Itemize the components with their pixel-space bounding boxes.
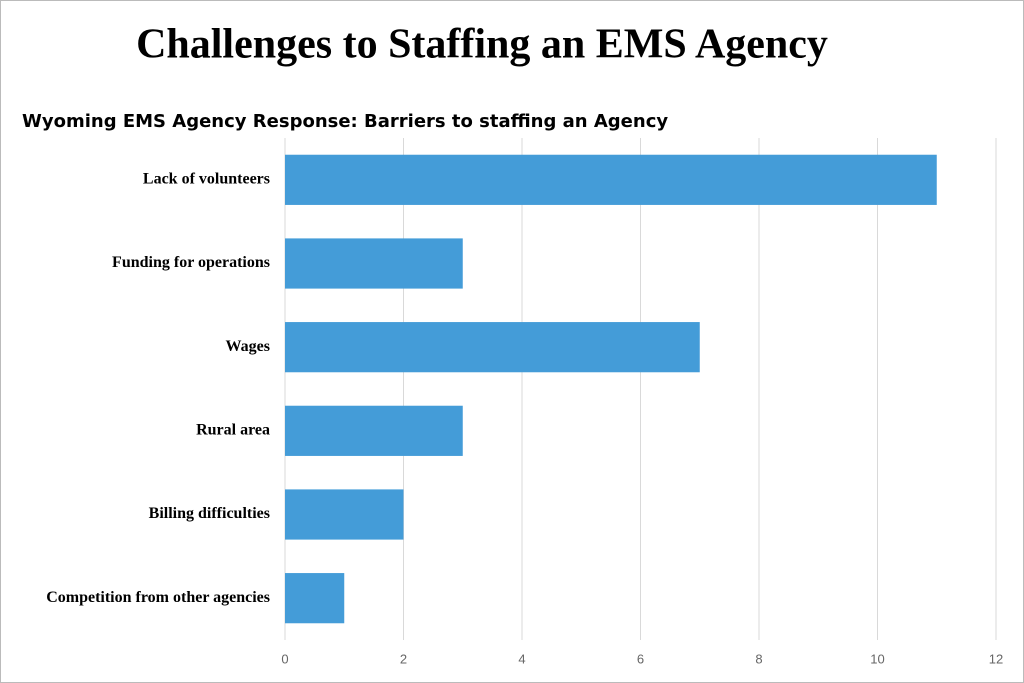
chart-title: Challenges to Staffing an EMS Agency — [136, 22, 828, 68]
bar — [285, 238, 463, 289]
y-tick-label: Competition from other agencies — [46, 589, 270, 606]
chart-subtitle: Wyoming EMS Agency Response: Barriers to… — [22, 111, 668, 132]
bar — [285, 573, 345, 624]
y-tick-label: Billing difficulties — [149, 505, 270, 522]
x-tick-label: 0 — [281, 651, 288, 666]
x-tick-label: 12 — [989, 651, 1003, 666]
bar — [285, 405, 463, 456]
x-tick-label: 10 — [870, 651, 884, 666]
bar — [285, 489, 404, 540]
bar — [285, 154, 937, 205]
x-tick-label: 6 — [637, 651, 644, 666]
bar — [285, 322, 700, 373]
y-tick-label: Wages — [226, 338, 270, 355]
x-tick-label: 4 — [518, 651, 525, 666]
x-tick-label: 8 — [755, 651, 762, 666]
y-tick-label: Funding for operations — [112, 254, 270, 271]
y-tick-label: Lack of volunteers — [143, 171, 270, 188]
y-tick-label: Rural area — [196, 422, 270, 439]
x-tick-label: 2 — [400, 651, 407, 666]
